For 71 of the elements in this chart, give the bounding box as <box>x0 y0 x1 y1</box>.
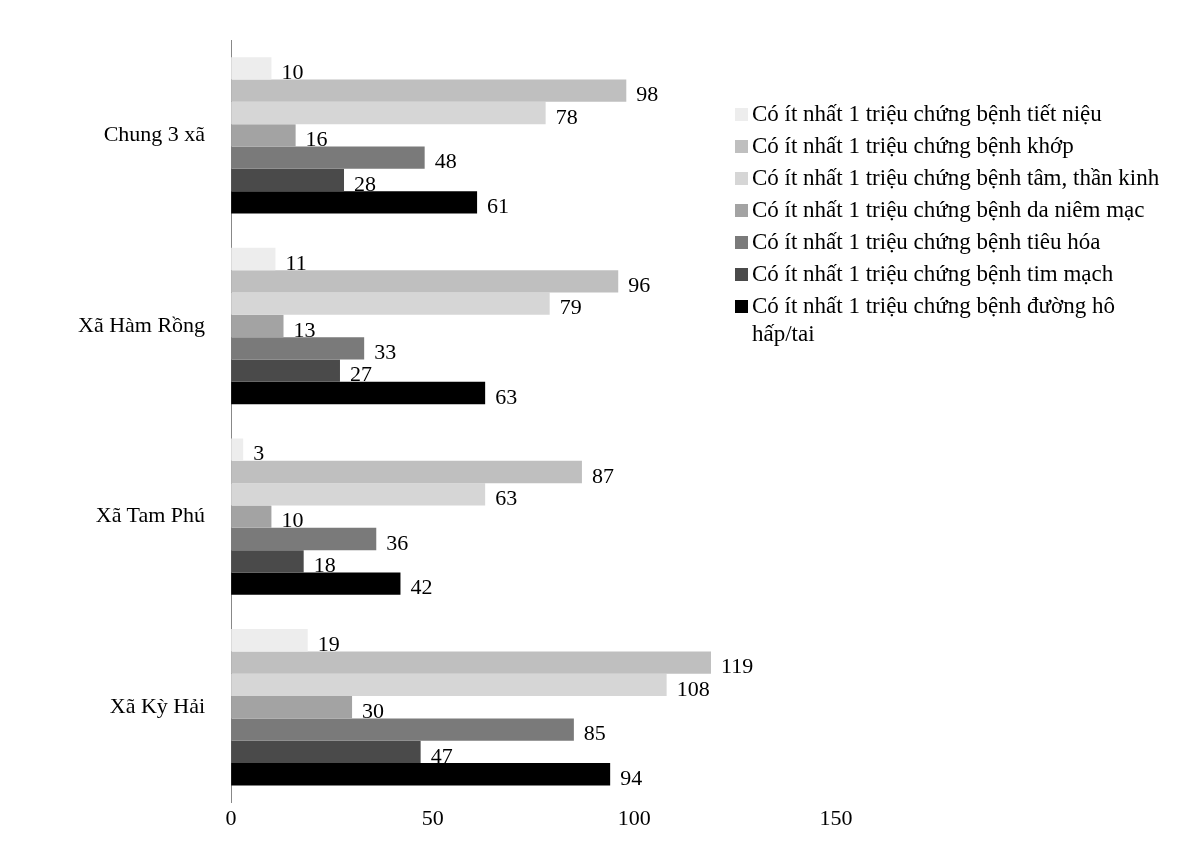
data-label: 47 <box>430 742 453 768</box>
bar <box>231 146 425 169</box>
bar <box>231 718 574 741</box>
bar <box>231 438 244 461</box>
bar <box>231 168 345 192</box>
bar <box>231 101 546 125</box>
data-label: 28 <box>354 170 377 196</box>
bar <box>231 57 272 80</box>
bar <box>231 527 377 551</box>
legend-label: Có ít nhất 1 triệu chứng bệnh tiêu hóa <box>752 228 1101 256</box>
data-label: 61 <box>487 193 510 219</box>
data-label: 42 <box>410 574 433 600</box>
legend-label: Có ít nhất 1 triệu chứng bệnh tiết niệu <box>752 100 1102 128</box>
bar <box>231 460 582 484</box>
bar <box>231 740 421 764</box>
y-tick-label: Xã Hàm Rồng <box>78 311 206 337</box>
legend-label: Có ít nhất 1 triệu chứng bệnh khớp <box>752 132 1074 160</box>
bar <box>231 270 619 293</box>
x-tick-label: 0 <box>225 804 237 830</box>
bar <box>231 572 401 595</box>
data-label: 13 <box>293 316 316 342</box>
data-label: 10 <box>281 507 304 533</box>
legend-label: Có ít nhất 1 triệu chứng bệnh da niêm mạc <box>752 196 1145 224</box>
bar <box>231 696 353 719</box>
data-label: 10 <box>281 59 304 85</box>
y-tick-label: Xã Kỳ Hải <box>109 693 206 719</box>
data-label: 30 <box>362 698 385 724</box>
legend-label: Có ít nhất 1 triệu chứng bệnh tim mạch <box>752 260 1114 288</box>
data-label: 119 <box>720 653 754 679</box>
data-label: 79 <box>559 294 582 320</box>
data-label: 11 <box>285 249 307 275</box>
data-label: 27 <box>349 361 372 387</box>
legend-label: Có ít nhất 1 triệu chứng bệnh đường hô hấp/tai <box>752 292 1116 348</box>
bar <box>231 124 296 147</box>
x-tick-label: 50 <box>421 804 444 830</box>
bar <box>231 550 304 573</box>
bar <box>231 381 486 405</box>
bar <box>231 505 272 528</box>
bar <box>231 191 478 214</box>
y-tick-label: Xã Tam Phú <box>95 502 206 528</box>
bar <box>231 629 308 652</box>
bar <box>231 337 365 360</box>
bar <box>231 314 284 338</box>
x-tick-label: 150 <box>819 804 853 830</box>
data-label: 33 <box>374 339 397 365</box>
bar <box>231 359 340 382</box>
data-label: 98 <box>636 81 659 107</box>
data-label: 16 <box>305 126 328 152</box>
data-label: 48 <box>434 148 457 174</box>
bar <box>231 651 711 674</box>
bar <box>231 763 611 786</box>
bar <box>231 483 486 506</box>
bar <box>231 292 550 315</box>
y-tick-label: Chung 3 xã <box>103 121 206 147</box>
data-label: 63 <box>495 485 518 511</box>
data-label: 85 <box>583 720 606 746</box>
data-label: 78 <box>555 103 578 129</box>
data-label: 87 <box>591 462 614 488</box>
data-label: 18 <box>313 552 336 578</box>
data-label: 19 <box>317 631 340 657</box>
data-label: 36 <box>386 529 409 555</box>
data-label: 108 <box>676 675 710 701</box>
bar <box>231 247 276 271</box>
bar <box>231 673 667 697</box>
data-label: 94 <box>620 765 643 791</box>
legend-label: Có ít nhất 1 triệu chứng bệnh tâm, thần kinh <box>752 164 1160 192</box>
data-label: 63 <box>495 383 518 409</box>
x-tick-label: 100 <box>617 804 651 830</box>
bar <box>231 79 627 102</box>
data-label: 3 <box>253 440 265 466</box>
data-label: 96 <box>628 272 651 298</box>
